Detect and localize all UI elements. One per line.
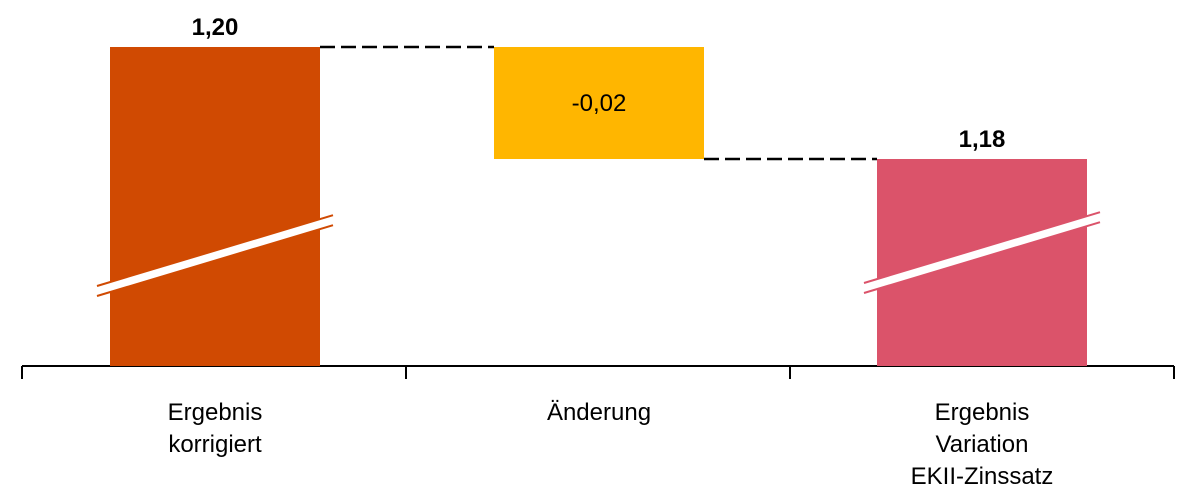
x-tick-label: Ergebnis — [935, 399, 1030, 426]
axis-break-line — [96, 224, 334, 297]
axis-break-gap — [97, 215, 333, 296]
data-label: -0,02 — [572, 90, 627, 117]
axis-break-gap — [864, 212, 1100, 293]
axis-break-line — [863, 221, 1101, 294]
axis-break-line — [96, 214, 334, 287]
bar — [110, 47, 320, 366]
x-tick-label: EKII-Zinssatz — [911, 463, 1054, 490]
bar — [877, 159, 1087, 366]
x-tick-label: Ergebnis — [168, 399, 263, 426]
x-tick-label: Änderung — [547, 399, 651, 426]
axis-break-line — [863, 211, 1101, 284]
data-label: 1,20 — [192, 14, 239, 41]
data-label: 1,18 — [959, 126, 1006, 153]
x-tick-label: Variation — [936, 431, 1029, 458]
x-tick-label: korrigiert — [168, 431, 262, 458]
bar — [494, 47, 704, 159]
